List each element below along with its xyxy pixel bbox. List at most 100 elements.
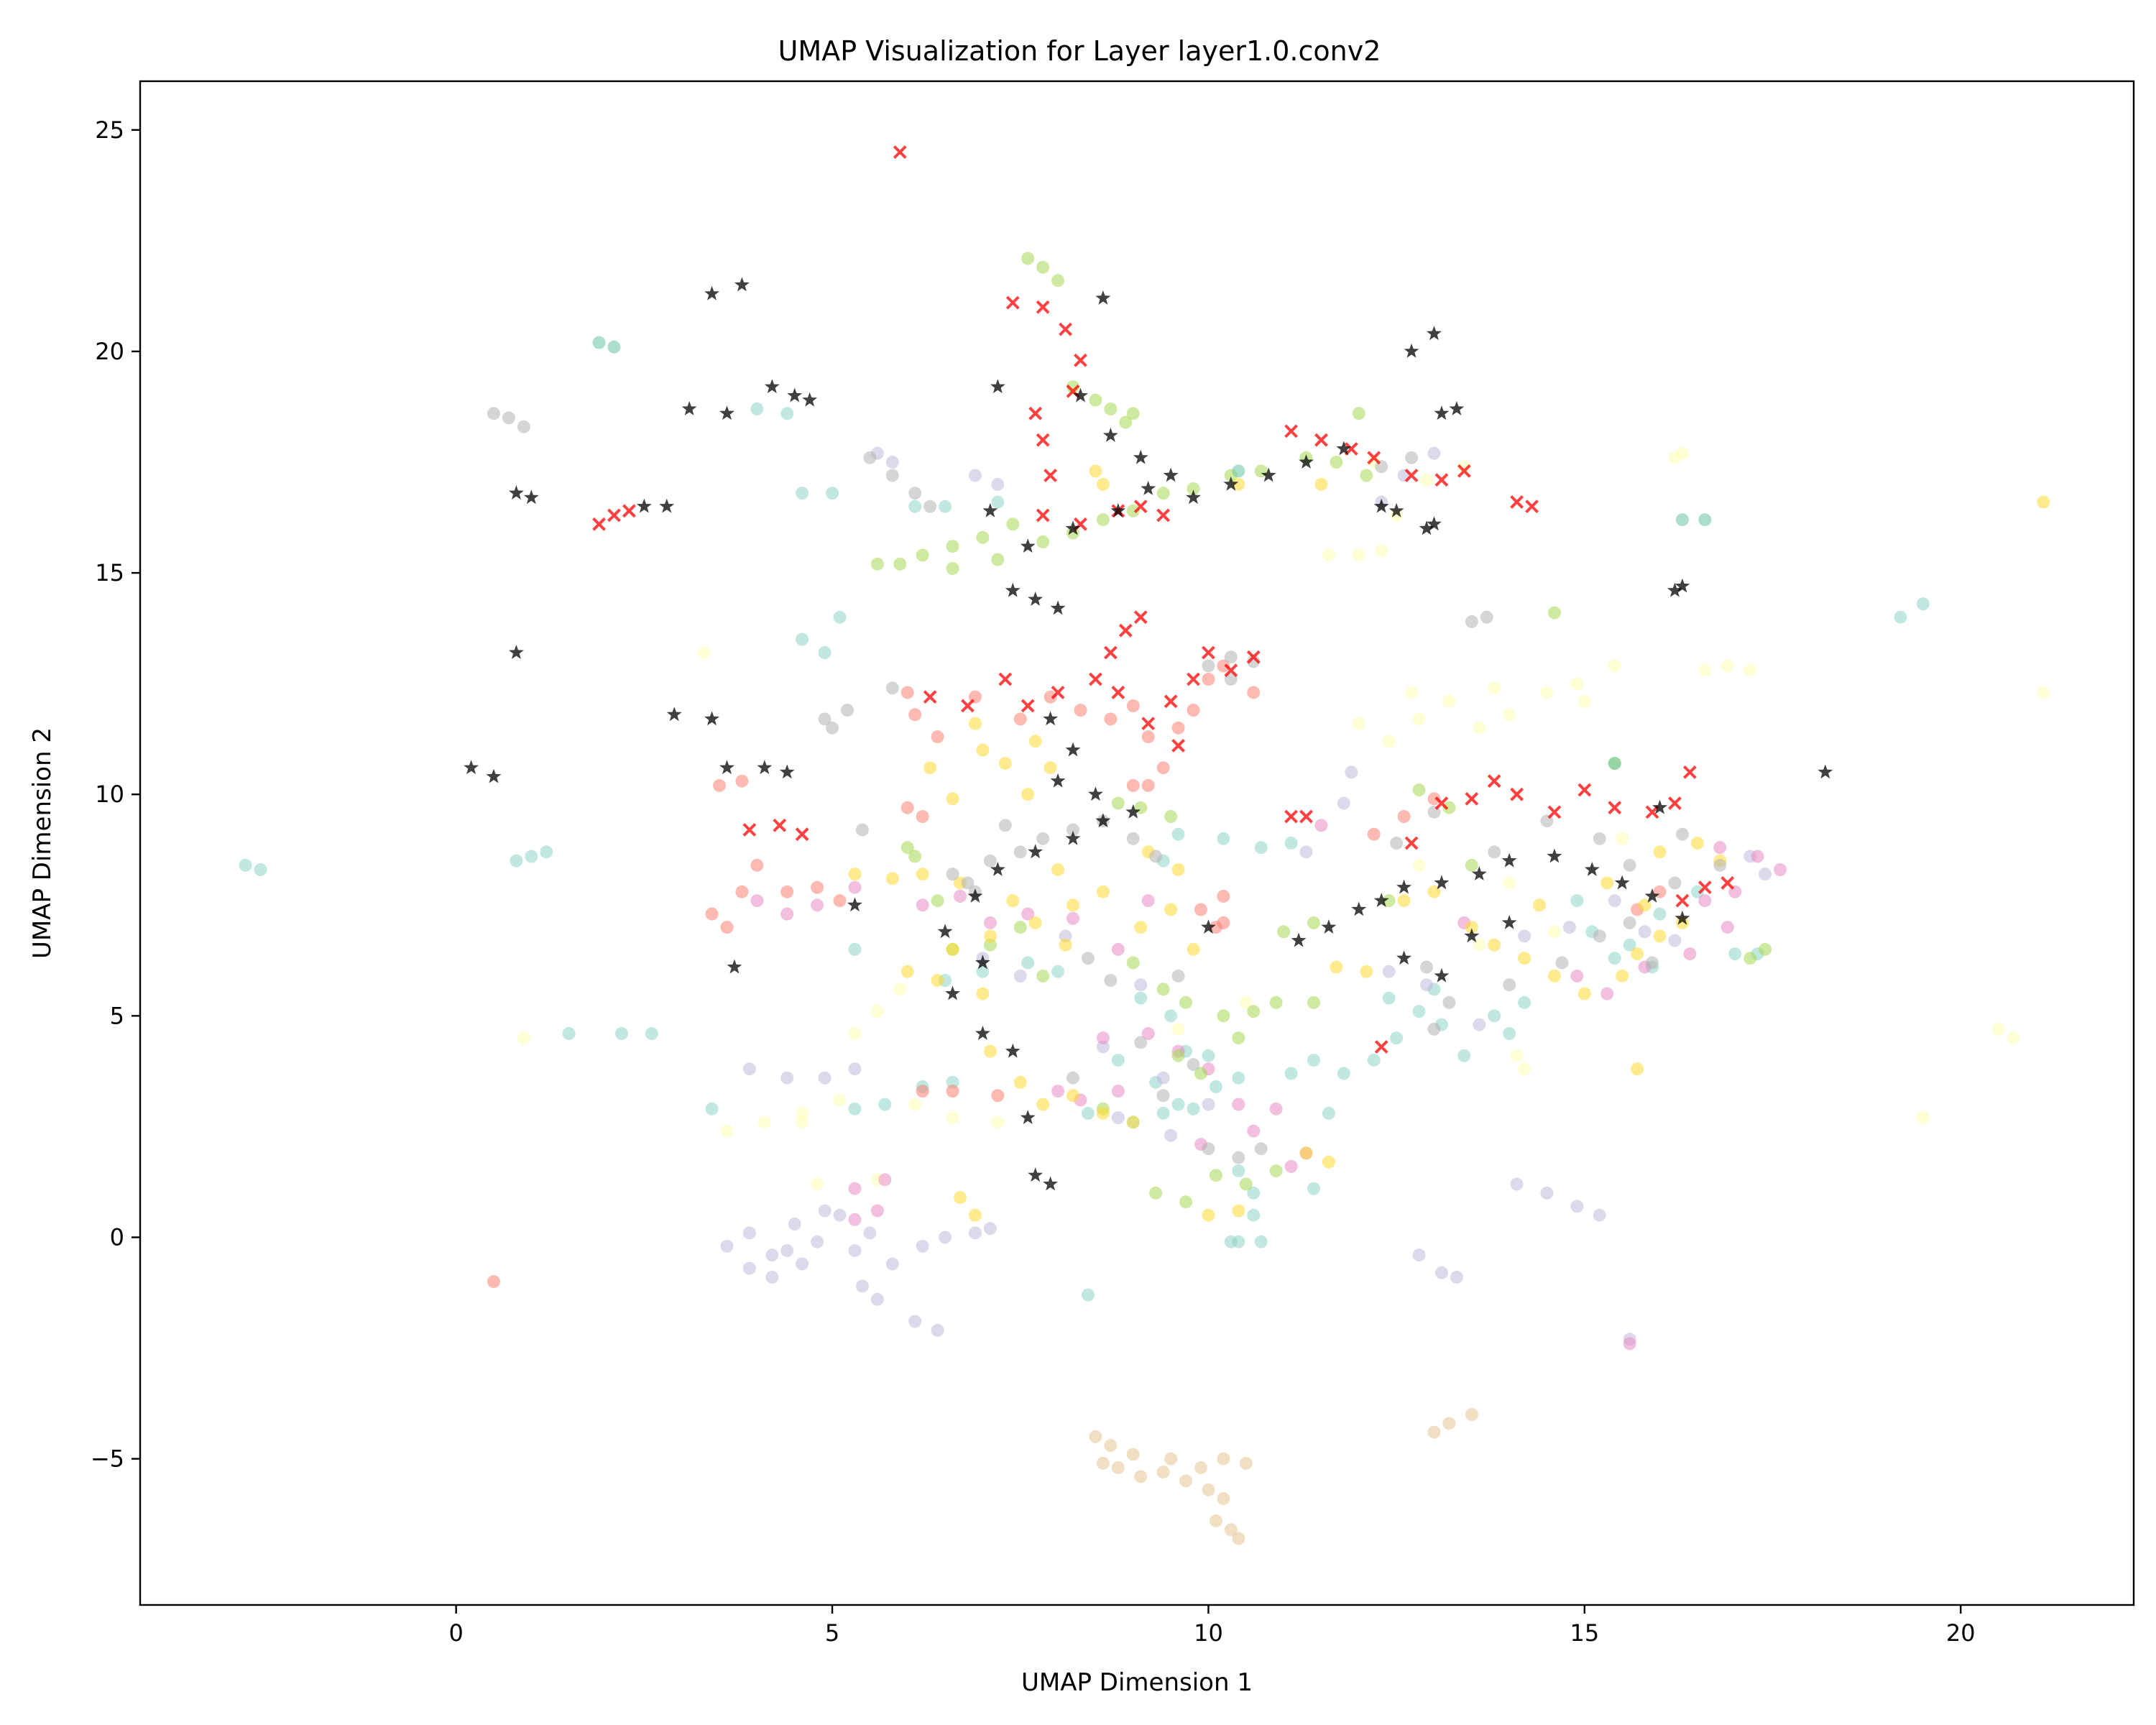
scatter-point: [1209, 1514, 1222, 1527]
scatter-point-star: [1291, 932, 1307, 947]
scatter-point: [517, 420, 530, 433]
scatter-point: [1013, 845, 1027, 859]
scatter-point: [908, 708, 922, 722]
scatter-point-x: [1434, 796, 1449, 810]
scatter-point: [1126, 832, 1140, 845]
scatter-point: [1623, 858, 1636, 872]
scatter-point: [1156, 1466, 1170, 1479]
scatter-point-star: [1028, 1167, 1044, 1182]
scatter-point: [1067, 1089, 1080, 1103]
scatter-point: [983, 1222, 997, 1236]
scatter-point-x: [1118, 623, 1133, 638]
scatter-point: [1036, 969, 1050, 983]
scatter-point: [1698, 513, 1712, 527]
scatter-point: [1555, 956, 1569, 970]
scatter-point-star: [1133, 449, 1148, 464]
scatter-point: [991, 553, 1005, 566]
scatter-point: [1330, 960, 1343, 974]
scatter-point: [848, 1213, 862, 1226]
y-tick-label: 10: [95, 781, 124, 808]
scatter-point-star: [990, 862, 1005, 876]
scatter-point: [1412, 783, 1426, 797]
scatter-point: [1631, 1062, 1644, 1076]
scatter-point: [1254, 1142, 1268, 1156]
scatter-point-x: [893, 145, 907, 160]
scatter-point: [908, 487, 922, 500]
scatter-point: [1420, 978, 1434, 992]
scatter-point: [1202, 1483, 1215, 1496]
scatter-point: [1690, 837, 1704, 850]
scatter-point-x: [1089, 672, 1102, 686]
scatter-point: [1397, 894, 1411, 908]
scatter-point-x: [1074, 353, 1087, 367]
scatter-point: [1247, 1186, 1261, 1200]
scatter-point-star: [1427, 326, 1442, 341]
scatter-point: [1330, 456, 1343, 469]
scatter-point: [614, 1027, 628, 1040]
scatter-point: [1202, 1049, 1215, 1062]
scatter-point: [870, 1292, 884, 1306]
scatter-point: [1232, 1071, 1245, 1085]
scatter-point: [900, 965, 914, 978]
scatter-point: [1269, 1164, 1283, 1178]
scatter-point: [1067, 380, 1080, 394]
scatter-point: [878, 1173, 892, 1187]
scatter-point: [968, 1226, 982, 1240]
scatter-point: [1638, 925, 1651, 939]
scatter-point: [1096, 477, 1110, 491]
scatter-point: [1044, 690, 1057, 704]
scatter-point: [1668, 876, 1682, 890]
scatter-point-star: [1373, 893, 1389, 907]
scatter-point: [1156, 1089, 1170, 1103]
scatter-point: [1759, 868, 1772, 881]
scatter-point: [1149, 850, 1163, 863]
x-tick-label: 20: [1946, 1619, 1976, 1647]
scatter-point: [1156, 761, 1170, 775]
scatter-point: [1232, 1151, 1245, 1164]
scatter-point: [1111, 942, 1125, 956]
scatter-point: [991, 1116, 1005, 1129]
scatter-point: [1164, 1452, 1178, 1466]
scatter-point: [1171, 1022, 1185, 1036]
scatter-point: [1051, 965, 1065, 978]
scatter-point: [1202, 1142, 1215, 1156]
scatter-point-star: [764, 379, 780, 394]
scatter-point: [780, 885, 794, 898]
scatter-point-star: [666, 707, 682, 722]
scatter-point: [1307, 916, 1320, 929]
scatter-point: [1194, 1067, 1207, 1080]
scatter-point: [1067, 898, 1080, 912]
scatter-point: [1277, 925, 1291, 939]
scatter-point: [1187, 1058, 1200, 1072]
y-tick-label: 0: [110, 1223, 124, 1251]
scatter-point: [1217, 1492, 1230, 1506]
scatter-point: [1577, 987, 1591, 1000]
scatter-point: [1134, 921, 1148, 934]
scatter-point: [562, 1027, 576, 1040]
scatter-point: [1593, 929, 1606, 943]
scatter-point: [916, 1239, 929, 1253]
x-tick-label: 15: [1570, 1619, 1599, 1647]
scatter-point: [1164, 1128, 1178, 1142]
scatter-point: [1156, 983, 1170, 996]
scatter-point-star: [727, 959, 742, 974]
scatter-point-star: [1110, 502, 1126, 518]
scatter-point-star: [1065, 742, 1081, 757]
scatter-point: [818, 646, 831, 659]
scatter-point: [1503, 1027, 1516, 1040]
scatter-point-x: [1668, 796, 1682, 810]
scatter-point: [796, 632, 809, 646]
scatter-point: [517, 1031, 530, 1045]
scatter-point: [1089, 1430, 1102, 1443]
scatter-point: [1059, 929, 1072, 943]
scatter-point: [510, 854, 523, 868]
scatter-point-star: [1088, 786, 1103, 801]
scatter-point: [1232, 1204, 1245, 1218]
scatter-point: [796, 1106, 809, 1120]
scatter-point-star: [1674, 910, 1690, 925]
scatter-point: [1171, 862, 1185, 876]
scatter-point-x: [1720, 876, 1735, 890]
scatter-point: [1405, 686, 1419, 699]
scatter-point: [1518, 1062, 1531, 1076]
scatter-point: [1028, 916, 1042, 929]
